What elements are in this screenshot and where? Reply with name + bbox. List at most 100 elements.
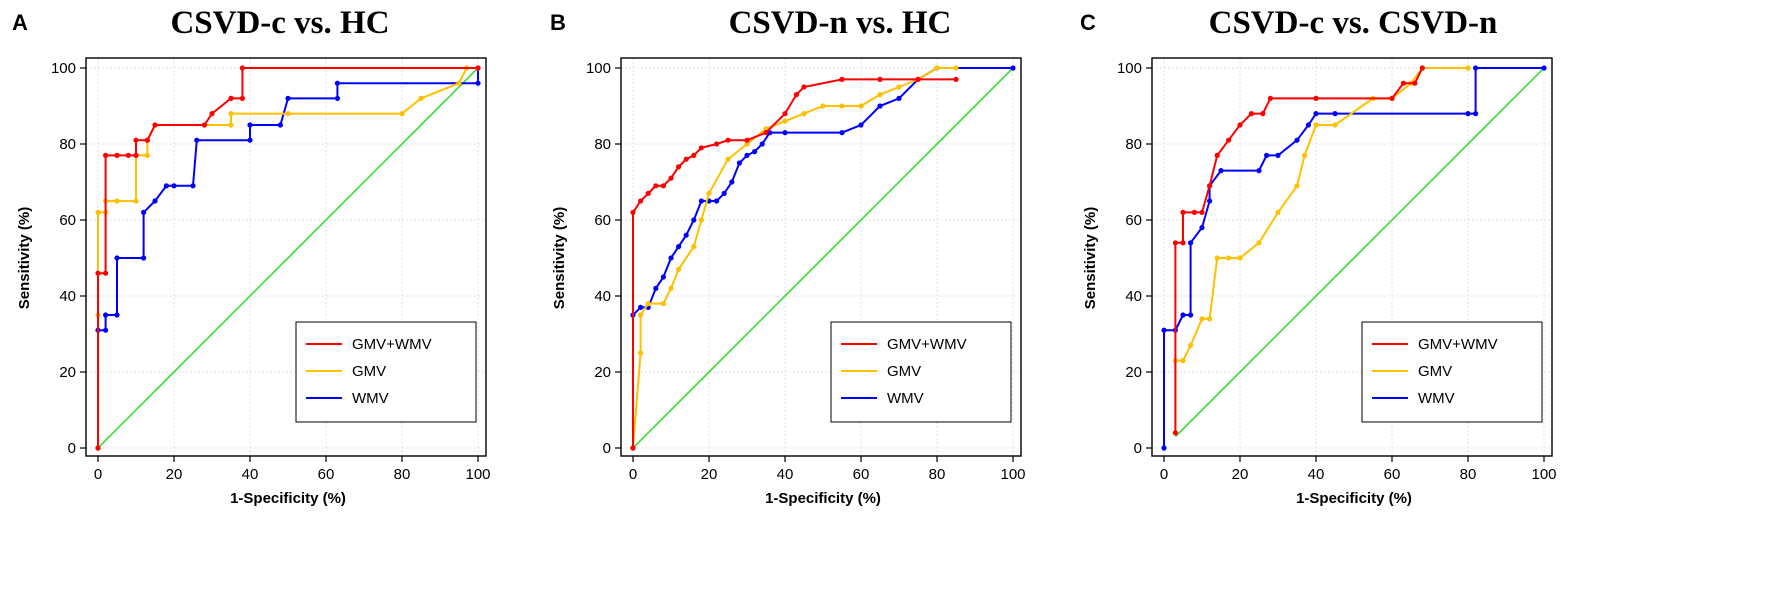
roc-point-wmv (1541, 65, 1547, 71)
roc-point-gmv-wmv (1172, 430, 1178, 436)
y-tick-label: 80 (594, 136, 611, 153)
roc-point-wmv (1256, 168, 1262, 174)
roc-point-gmv-wmv (103, 270, 109, 276)
roc-point-wmv (1188, 312, 1194, 318)
x-tick-label: 60 (853, 466, 870, 483)
roc-point-gmv (1256, 240, 1262, 246)
roc-point-gmv-wmv (1226, 137, 1232, 143)
x-tick-label: 100 (465, 466, 490, 483)
roc-point-gmv-wmv (1237, 122, 1243, 128)
roc-point-wmv (1275, 152, 1281, 158)
roc-point-gmv (1465, 65, 1471, 71)
roc-point-wmv (1180, 312, 1186, 318)
roc-point-wmv (1473, 65, 1479, 71)
roc-point-gmv-wmv (1313, 95, 1319, 101)
roc-point-gmv-wmv (691, 152, 697, 158)
roc-point-gmv-wmv (683, 156, 689, 162)
roc-point-gmv-wmv (95, 445, 101, 451)
roc-point-wmv (683, 232, 689, 238)
roc-point-gmv-wmv (763, 130, 769, 136)
legend-label: GMV (1418, 363, 1452, 380)
roc-point-wmv (660, 274, 667, 280)
x-tick-label: 0 (94, 466, 102, 483)
panel-c: C CSVD-c vs. CSVD-n 0 20 40 60 80 100 0 20 40 60 80 1… (1080, 5, 1557, 507)
roc-point-gmv-wmv (103, 152, 109, 158)
roc-point-gmv-wmv (133, 137, 139, 143)
roc-point-gmv-wmv (239, 95, 245, 101)
roc-point-gmv (285, 111, 291, 117)
roc-point-gmv-wmv (714, 141, 720, 147)
roc-point-wmv (736, 160, 743, 166)
y-tick-label: 40 (59, 288, 76, 305)
x-tick-label: 40 (1308, 466, 1325, 483)
roc-point-gmv-wmv (660, 183, 667, 189)
reference-line (97, 67, 479, 449)
roc-point-gmv (691, 244, 697, 250)
roc-point-gmv (698, 217, 705, 223)
roc-point-gmv-wmv (676, 164, 682, 170)
roc-point-gmv-wmv (1412, 80, 1418, 86)
roc-point-gmv-wmv (1180, 209, 1186, 215)
x-tick-label: 40 (242, 466, 259, 483)
roc-point-gmv (228, 111, 234, 117)
roc-point-wmv (714, 198, 720, 204)
x-tick-label: 20 (166, 466, 183, 483)
x-tick-label: 20 (1232, 466, 1249, 483)
roc-point-gmv (858, 103, 864, 109)
x-axis-label: 1-Specificity (%) (1296, 490, 1412, 507)
roc-point-wmv (103, 312, 109, 318)
roc-point-gmv-wmv (953, 76, 959, 82)
roc-point-gmv (418, 95, 424, 101)
roc-point-gmv-wmv (228, 95, 234, 101)
roc-point-gmv-wmv (1191, 209, 1197, 215)
roc-point-gmv (725, 156, 731, 162)
roc-point-wmv (759, 141, 765, 147)
legend: GMV+WMV GMV WMV (1361, 321, 1543, 423)
legend-label: GMV (887, 363, 921, 380)
roc-point-wmv (1473, 111, 1479, 117)
legend: GMV+WMV GMV WMV (295, 321, 477, 423)
roc-point-gmv (1332, 122, 1338, 128)
roc-point-wmv (1161, 327, 1167, 333)
roc-point-gmv (638, 350, 644, 356)
roc-point-gmv-wmv (201, 122, 207, 128)
roc-point-gmv (1275, 209, 1281, 215)
roc-point-gmv (1199, 316, 1205, 322)
roc-point-wmv (698, 198, 705, 204)
roc-point-gmv-wmv (114, 152, 120, 158)
panel-title: CSVD-n vs. HC (729, 5, 952, 41)
x-tick-label: 80 (394, 466, 411, 483)
x-tick-label: 20 (701, 466, 718, 483)
plot-frame (85, 57, 487, 457)
roc-point-gmv-wmv (152, 122, 158, 128)
panel-title: CSVD-c vs. HC (170, 5, 389, 41)
x-tick-label: 100 (1000, 466, 1025, 483)
roc-point-wmv (114, 255, 120, 261)
roc-point-wmv (190, 183, 196, 189)
roc-point-gmv (820, 103, 826, 109)
panel-letter: C (1080, 10, 1096, 35)
roc-point-gmv-wmv (1400, 80, 1406, 86)
x-tick-label: 0 (629, 466, 637, 483)
roc-line-gmv-wmv (1174, 67, 1424, 433)
x-tick-label: 80 (929, 466, 946, 483)
roc-point-wmv (1161, 445, 1167, 451)
roc-point-gmv-wmv (1199, 209, 1205, 215)
y-tick-label: 20 (59, 364, 76, 381)
y-tick-label: 100 (1117, 60, 1142, 77)
legend-label: WMV (1418, 390, 1455, 407)
roc-point-gmv-wmv (209, 111, 215, 117)
roc-point-wmv (1264, 152, 1270, 158)
roc-point-wmv (721, 190, 727, 196)
roc-point-gmv-wmv (793, 92, 800, 98)
roc-point-gmv-wmv (239, 65, 245, 71)
roc-point-gmv-wmv (725, 137, 731, 143)
roc-point-gmv-wmv (630, 209, 636, 215)
roc-line-gmv-wmv (632, 78, 956, 448)
roc-point-wmv (141, 209, 147, 215)
roc-point-gmv-wmv (1389, 95, 1395, 101)
roc-point-wmv (653, 285, 659, 291)
roc-point-gmv-wmv (95, 270, 101, 276)
roc-point-gmv-wmv (801, 84, 807, 90)
